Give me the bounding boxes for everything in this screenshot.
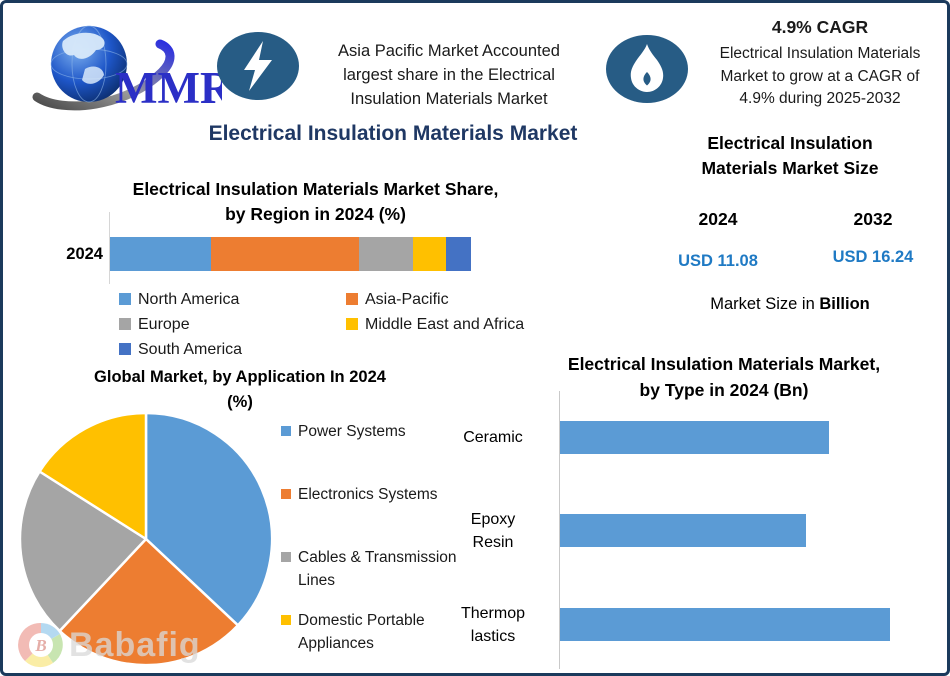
market-size-title: Electrical Insulation Materials Market S…	[701, 133, 879, 178]
pie-legend-cables-transmission: Cables & Transmission Lines	[281, 546, 476, 592]
type-bar	[560, 608, 891, 641]
flame-icon	[606, 35, 688, 103]
region-bar-segment-4	[445, 237, 471, 271]
type-bar	[560, 421, 829, 454]
mmr-globe-icon: MMR	[32, 25, 233, 113]
asia-pacific-note: Asia Pacific Market Accounted largest sh…	[311, 39, 587, 111]
pie-legend-power-systems: Power Systems	[281, 420, 476, 443]
legend-swatch	[281, 552, 291, 562]
region-bar-segment-0	[110, 237, 212, 271]
market-size-footnote: Market Size in Billion	[710, 295, 870, 313]
legend-swatch	[346, 318, 358, 330]
region-bar-segment-1	[211, 237, 360, 271]
legend-item-north-america: North America	[119, 288, 346, 312]
region-chart-title: Electrical Insulation Materials Market S…	[132, 179, 499, 224]
watermark-logo-icon: B	[18, 622, 63, 668]
pie-slice-0	[144, 411, 274, 627]
type-label-thermoplastics: Thermop lastics	[460, 605, 526, 645]
market-size-value-2024: USD 11.08	[678, 252, 758, 270]
region-bar	[110, 237, 471, 271]
type-chart-axis	[559, 391, 560, 669]
legend-swatch	[281, 615, 291, 625]
region-bar-segment-3	[413, 237, 446, 271]
market-size-year-2032: 2032	[853, 209, 893, 229]
svg-text:B: B	[34, 636, 46, 655]
cagr-note: Electrical Insulation Materials Market t…	[691, 43, 947, 111]
lightning-icon	[217, 32, 299, 100]
type-label-ceramic: Ceramic	[463, 429, 523, 446]
legend-swatch	[119, 318, 131, 330]
type-bar-row	[560, 608, 944, 641]
page-title: Electrical Insulation Materials Market	[208, 122, 578, 145]
application-pie	[18, 411, 274, 667]
pie-chart-title: Global Market, by Application In 2024 (%…	[94, 368, 386, 411]
pie-slice-1	[58, 537, 240, 667]
region-chart-year-label: 2024	[66, 245, 103, 263]
mmr-logo-text: MMR	[115, 63, 222, 112]
pie-slice-3	[38, 411, 148, 541]
region-bar-segment-2	[359, 237, 414, 271]
type-bar	[560, 514, 806, 547]
region-chart-legend: North America Asia-Pacific Europe Middle…	[119, 288, 549, 362]
pie-legend-domestic-appliances: Domestic Portable Appliances	[281, 609, 476, 655]
type-bar-row	[560, 421, 944, 454]
watermark-text: Babafig	[69, 625, 201, 664]
legend-swatch	[281, 489, 291, 499]
legend-item-middle-east-africa: Middle East and Africa	[346, 313, 549, 337]
legend-swatch	[346, 293, 358, 305]
pie-legend-electronics-systems: Electronics Systems	[281, 483, 476, 506]
type-chart-title: Electrical Insulation Materials Market, …	[567, 354, 881, 400]
market-size-year-2024: 2024	[698, 209, 738, 229]
legend-item-asia-pacific: Asia-Pacific	[346, 288, 549, 312]
legend-swatch	[119, 293, 131, 305]
legend-swatch	[281, 426, 291, 436]
asia-note-line: Insulation Materials Market	[350, 90, 548, 108]
type-label-epoxy-resin: Epoxy Resin	[470, 511, 516, 551]
watermark: B Babafig	[17, 621, 201, 669]
legend-item-europe: Europe	[119, 313, 346, 337]
legend-swatch	[119, 343, 131, 355]
cagr-block: 4.9% CAGR Electrical Insulation Material…	[691, 17, 947, 111]
region-chart-axis	[109, 212, 110, 284]
asia-note-line: largest share in the Electrical	[343, 66, 555, 84]
cagr-note-line: Electrical Insulation Materials	[719, 45, 921, 62]
market-size-value-2032: USD 16.24	[832, 248, 914, 266]
cagr-note-line: Market to grow at a CAGR of	[720, 67, 920, 85]
legend-item-south-america: South America	[119, 338, 346, 362]
pie-slice-2	[18, 470, 148, 633]
type-bar-row	[560, 514, 944, 547]
cagr-note-line: 4.9% during 2025-2032	[739, 90, 901, 107]
mmr-logo: MMR	[27, 17, 233, 113]
asia-note-line: Asia Pacific Market Accounted	[338, 42, 560, 60]
cagr-title: 4.9% CAGR	[771, 17, 869, 37]
